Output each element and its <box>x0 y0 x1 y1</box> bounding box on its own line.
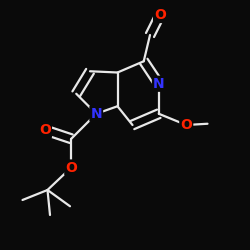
Text: O: O <box>65 160 77 174</box>
Text: N: N <box>153 77 164 91</box>
Text: O: O <box>39 123 51 137</box>
Text: O: O <box>154 8 166 22</box>
Text: O: O <box>180 118 192 132</box>
Text: N: N <box>90 107 102 121</box>
